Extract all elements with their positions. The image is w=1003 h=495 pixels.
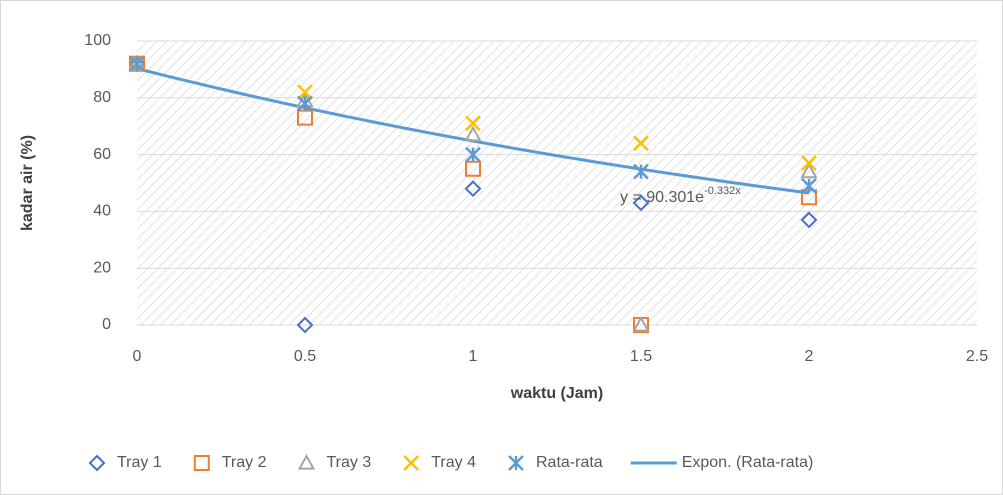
marker	[297, 109, 313, 126]
marker	[800, 162, 818, 179]
x-tick-label: 0.5	[294, 348, 316, 365]
x-tick-label: 1	[469, 348, 478, 365]
marker	[801, 189, 817, 206]
equation-exponent: -0.332x	[704, 185, 741, 197]
marker	[632, 194, 650, 212]
legend-label: Tray 1	[117, 454, 162, 471]
marker	[465, 160, 481, 177]
legend-marker	[297, 453, 316, 470]
marker	[801, 177, 817, 194]
marker	[632, 315, 650, 332]
marker	[465, 146, 481, 163]
marker	[633, 135, 649, 152]
y-tick-label: 40	[93, 203, 111, 220]
legend-marker	[508, 455, 524, 471]
marker	[129, 55, 145, 72]
marker	[801, 155, 817, 172]
legend-marker	[403, 455, 420, 471]
x-tick-label: 2.5	[966, 348, 988, 365]
y-tick-label: 60	[93, 146, 111, 163]
legend-label: Expon. (Rata-rata)	[682, 454, 814, 471]
legend-marker	[193, 455, 210, 471]
x-tick-label: 0	[133, 348, 142, 365]
marker	[297, 84, 313, 101]
legend-label: Rata-rata	[536, 454, 603, 471]
marker	[464, 125, 482, 142]
x-axis-title: waktu (Jam)	[510, 385, 603, 402]
equation-base: y = 90.301e	[620, 189, 704, 206]
marker	[297, 95, 313, 112]
plot-area	[137, 41, 977, 325]
x-tick-label: 1.5	[630, 348, 652, 365]
y-tick-label: 20	[93, 259, 111, 276]
y-tick-label: 0	[102, 316, 111, 333]
y-tick-label: 100	[84, 32, 111, 49]
legend-label: Tray 4	[431, 454, 476, 471]
marker	[800, 211, 818, 229]
trendline-equation: y = 90.301e-0.332x	[620, 185, 741, 206]
y-tick-label: 80	[93, 89, 111, 106]
marker	[465, 115, 481, 132]
x-tick-label: 2	[805, 348, 814, 365]
y-axis-title: kadar air (%)	[19, 135, 36, 231]
marker	[464, 180, 482, 198]
legend-marker	[88, 454, 106, 472]
marker	[633, 317, 649, 333]
marker	[296, 316, 314, 334]
legend-label: Tray 3	[327, 454, 372, 471]
legend-label: Tray 2	[222, 454, 267, 471]
marker	[633, 163, 649, 180]
